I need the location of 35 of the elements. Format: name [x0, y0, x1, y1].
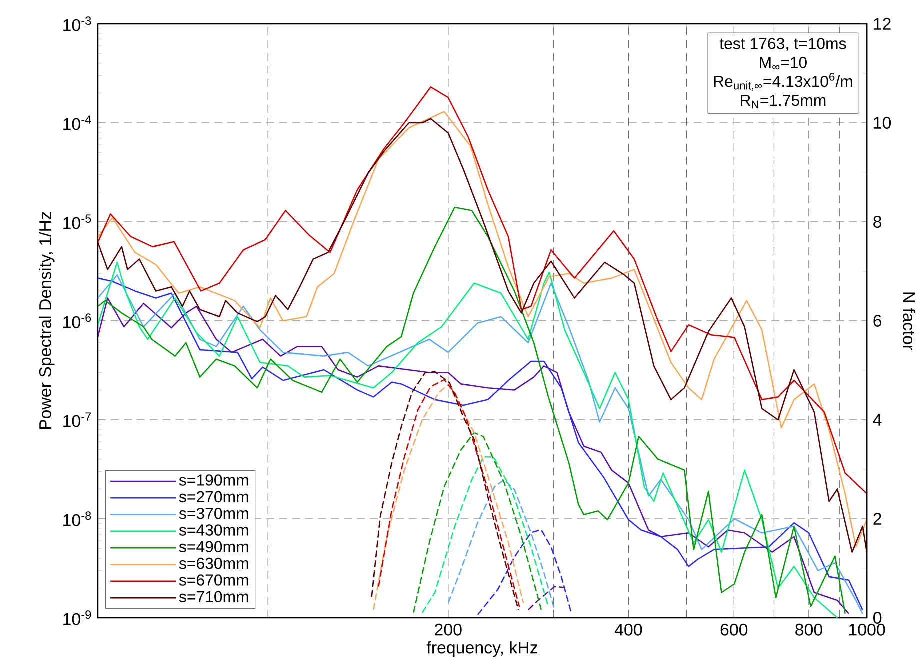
x-tick-label: 400: [614, 624, 642, 636]
y2-tick-label: 0: [874, 612, 882, 624]
legend-label: s=670mm: [179, 574, 248, 586]
y2-tick-label: 10: [874, 117, 892, 129]
y-tick-label: 10$^{-5}$: [64, 214, 92, 230]
y2-tick-label: 12: [874, 18, 891, 30]
y2-tick-label: 6: [874, 315, 882, 327]
y-tick-label: 10$^{-7}$: [64, 412, 92, 428]
y2-tick-label: 8: [874, 216, 882, 228]
annotation: R$_{N}$=1.75mm: [741, 95, 826, 109]
y-tick-label: 10$^{-8}$: [64, 512, 92, 526]
legend-label: s=370mm: [179, 508, 248, 520]
y-tick-label: 10$^{-4}$: [64, 116, 92, 130]
annotation: test 1763, t=10ms: [720, 38, 846, 52]
x-tick-label: 600: [720, 624, 748, 636]
y-tick-label: 10$^{-9}$: [64, 610, 92, 626]
y2-tick-label: 2: [874, 513, 882, 525]
legend-label: s=430mm: [179, 524, 248, 536]
legend-label: s=190mm: [179, 474, 248, 486]
y-tick-label: 10$^{-6}$: [64, 314, 92, 328]
y2-tick-label: 4: [873, 414, 882, 426]
legend-label: s=630mm: [179, 558, 248, 570]
legend-label: s=710mm: [179, 591, 248, 603]
legend-label: s=490mm: [179, 541, 248, 553]
x-axis-title: frequency, kHz: [426, 641, 538, 658]
legend-label: s=270mm: [179, 491, 248, 503]
annotation: Re$_{unit,∞}$=4.13x10$^{6}$/m: [714, 73, 852, 92]
y-tick-label: 10$^{-3}$: [64, 16, 92, 32]
y-axis-title: Power Spectral Density, 1/Hz: [39, 212, 55, 430]
x-tick-label: 200: [435, 624, 462, 636]
y2-axis-title: N factor: [903, 292, 916, 350]
x-tick-label: 1000: [849, 624, 886, 636]
x-tick-label: 800: [796, 624, 822, 636]
annotation: M$_{∞}$=10: [760, 57, 807, 70]
line-series: [528, 586, 566, 611]
